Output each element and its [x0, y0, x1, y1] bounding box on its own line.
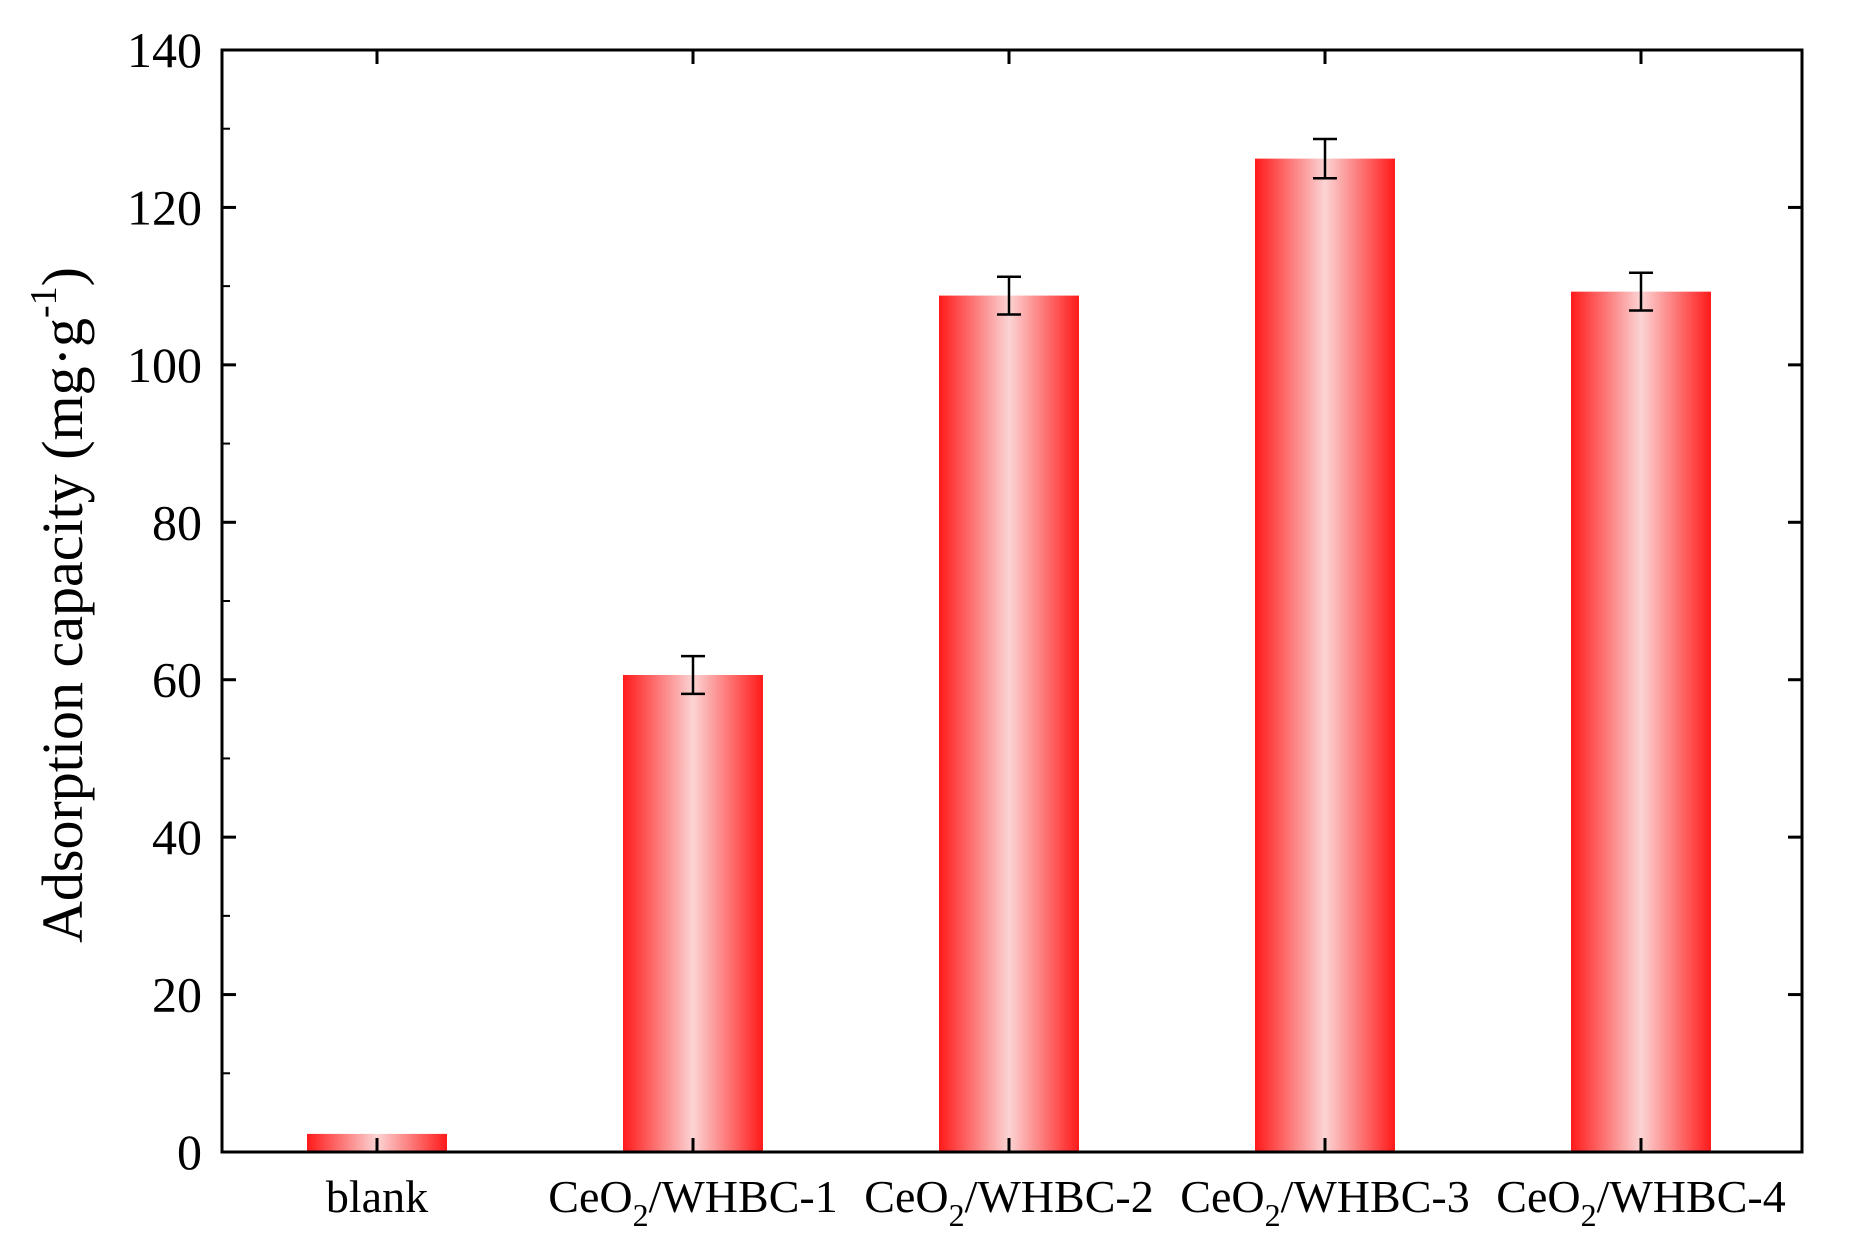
y-axis-title-sup: -1 — [23, 286, 65, 318]
y-axis-title: Adsorption capacity (mg·g-1) — [23, 267, 95, 943]
bar — [939, 295, 1079, 1152]
y-tick-label: 40 — [152, 809, 202, 865]
y-tick-label: 80 — [152, 494, 202, 550]
y-tick-label: 20 — [152, 967, 202, 1023]
y-tick-label: 120 — [127, 179, 202, 235]
x-tick-label: blank — [326, 1171, 428, 1222]
x-tick-label: CeO2/WHBC-2 — [864, 1171, 1153, 1233]
x-tick-label: CeO2/WHBC-3 — [1180, 1171, 1469, 1233]
y-tick-label: 0 — [177, 1124, 202, 1180]
bars-group — [307, 158, 1711, 1153]
error-bars-group — [681, 137, 1653, 696]
bar — [623, 674, 763, 1152]
y-axis-title-main: Adsorption capacity (mg·g — [30, 318, 95, 943]
bar — [1255, 158, 1395, 1152]
y-tick-label: 60 — [152, 652, 202, 708]
x-tick-label: CeO2/WHBC-1 — [548, 1171, 837, 1233]
x-tick-label: CeO2/WHBC-4 — [1496, 1171, 1785, 1233]
y-axis: 0 20 40 60 80 100 120 140 — [127, 22, 1802, 1180]
y-tick-label: 140 — [127, 22, 202, 78]
y-axis-title-close: ) — [30, 267, 95, 286]
bar — [1571, 291, 1711, 1153]
x-axis: blank CeO2/WHBC-1 CeO2/WHBC-2 CeO2/WHBC-3 Ce… — [326, 50, 1786, 1233]
y-tick-label: 100 — [127, 337, 202, 393]
